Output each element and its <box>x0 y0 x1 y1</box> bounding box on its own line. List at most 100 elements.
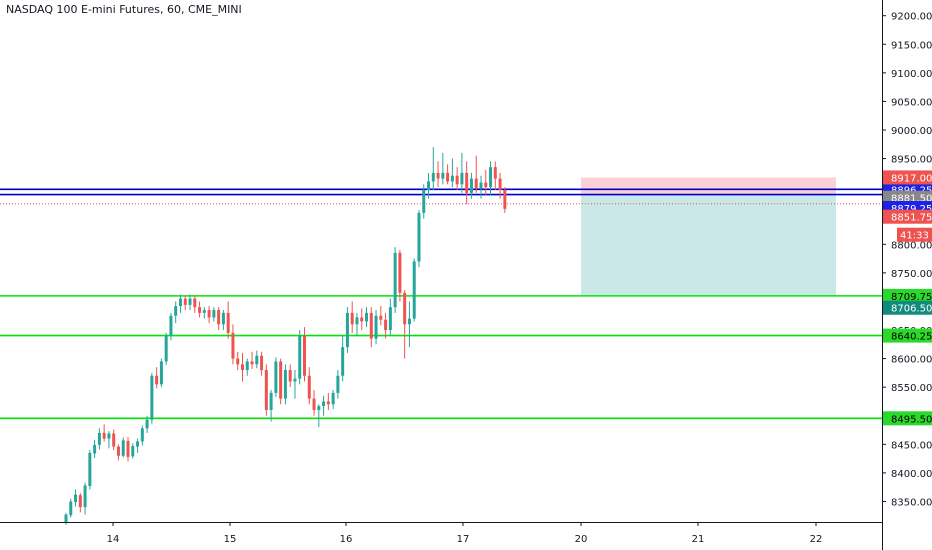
position-tool[interactable] <box>581 177 836 296</box>
price-tick-label: 8450.00 <box>891 440 932 451</box>
candle-body-76 <box>422 190 426 213</box>
candle-body-21 <box>159 361 163 385</box>
candle-body-53 <box>312 398 316 411</box>
price-tag-5-bg <box>883 300 932 315</box>
candle-body-5 <box>83 485 87 508</box>
candle-body-11 <box>112 433 116 447</box>
candle-body-4 <box>78 495 82 508</box>
candle-body-71 <box>398 252 402 293</box>
price-tag-1: 8917.00 <box>891 173 932 184</box>
candle-body-67 <box>379 315 383 320</box>
take-profit-zone <box>581 194 836 296</box>
time-tick-label: 15 <box>224 534 237 545</box>
candle-body-89 <box>484 182 488 188</box>
candle-body-57 <box>331 392 335 405</box>
time-tick-label: 22 <box>810 534 823 545</box>
time-tick-label: 17 <box>457 534 470 545</box>
candle-body-87 <box>474 178 478 189</box>
candle-body-45 <box>274 361 278 393</box>
price-tick-label: 9150.00 <box>891 40 932 51</box>
line-price-tag-5-bg <box>883 411 932 426</box>
candle-body-30 <box>202 310 206 313</box>
candle-body-54 <box>317 406 321 411</box>
candle-body-72 <box>403 292 407 325</box>
candle-body-70 <box>393 252 397 308</box>
candle-body-25 <box>178 298 182 307</box>
candle-body-60 <box>345 312 349 348</box>
candle-body-68 <box>384 319 388 331</box>
candle-body-90 <box>489 167 493 188</box>
candle-body-9 <box>102 432 106 439</box>
candle-body-41 <box>255 355 259 365</box>
candle-body-34 <box>221 312 225 325</box>
candle-body-31 <box>207 310 211 318</box>
candle-body-58 <box>336 375 340 393</box>
time-tick-label: 20 <box>575 534 588 545</box>
price-tick-label: 8350.00 <box>891 497 932 508</box>
candle-body-92 <box>498 178 502 191</box>
candle-body-79 <box>436 172 440 179</box>
price-tag-1-bg <box>883 170 932 185</box>
candle-body-85 <box>465 172 469 193</box>
price-tick-label: 8400.00 <box>891 469 932 480</box>
candle-body-20 <box>155 375 159 385</box>
line-price-tag-4: 8640.25 <box>891 332 932 343</box>
candle-body-8 <box>97 432 101 445</box>
candle-body-38 <box>240 364 244 371</box>
candle-body-16 <box>136 441 140 447</box>
candles <box>64 147 507 525</box>
line-price-tag-3-bg <box>883 288 932 303</box>
candle-body-29 <box>198 307 202 313</box>
price-tag-5: 8706.50 <box>891 304 932 315</box>
price-tick-label: 8800.00 <box>891 240 932 251</box>
time-tick-label: 21 <box>692 534 705 545</box>
candle-body-56 <box>326 401 330 405</box>
candle-body-18 <box>145 419 149 429</box>
candle-body-55 <box>322 401 326 407</box>
price-axis[interactable]: 8350.008400.008450.008500.008550.008600.… <box>882 0 932 550</box>
candle-body-64 <box>365 312 369 322</box>
candle-body-44 <box>269 392 273 411</box>
candle-body-50 <box>298 335 302 379</box>
line-price-tag-5: 8495.50 <box>891 414 932 425</box>
candle-body-14 <box>126 440 130 457</box>
candle-body-78 <box>431 172 435 182</box>
price-tick-label: 9100.00 <box>891 69 932 80</box>
candle-body-65 <box>369 312 373 339</box>
candle-body-42 <box>260 355 264 371</box>
candle-body-69 <box>388 307 392 331</box>
price-tag-4-bg <box>883 209 932 224</box>
candle-body-33 <box>217 310 221 325</box>
candle-body-86 <box>469 178 473 193</box>
candle-body-62 <box>355 317 359 325</box>
candle-body-40 <box>250 361 254 365</box>
price-tick-label: 9200.00 <box>891 12 932 23</box>
x-axis: 14 15 16 17 20 21 22 <box>0 522 882 545</box>
candle-body-19 <box>150 375 154 420</box>
candle-body-28 <box>193 298 197 308</box>
price-axis-background <box>882 0 932 550</box>
candle-body-77 <box>427 181 431 191</box>
price-tags: 8896.258709.758640.258495.508917.008881.… <box>883 170 932 426</box>
candle-body-12 <box>116 446 120 456</box>
candle-body-47 <box>283 370 287 399</box>
line-price-tag-4-bg <box>883 328 932 343</box>
candle-body-2 <box>69 501 73 516</box>
candle-body-88 <box>479 182 483 189</box>
price-tick-label: 8550.00 <box>891 383 932 394</box>
time-tick-label: 16 <box>340 534 353 545</box>
price-tag-4: 8851.75 <box>891 213 932 224</box>
candle-body-80 <box>441 172 445 179</box>
candle-body-36 <box>231 332 235 359</box>
price-tick-label: 8950.00 <box>891 155 932 166</box>
candle-body-82 <box>450 175 454 182</box>
candle-body-15 <box>131 446 135 457</box>
candle-body-61 <box>350 312 354 325</box>
candle-body-91 <box>493 167 497 179</box>
candle-body-24 <box>174 306 178 316</box>
candle-body-39 <box>245 361 249 371</box>
candle-body-48 <box>288 370 292 382</box>
candle-body-73 <box>407 318 411 325</box>
